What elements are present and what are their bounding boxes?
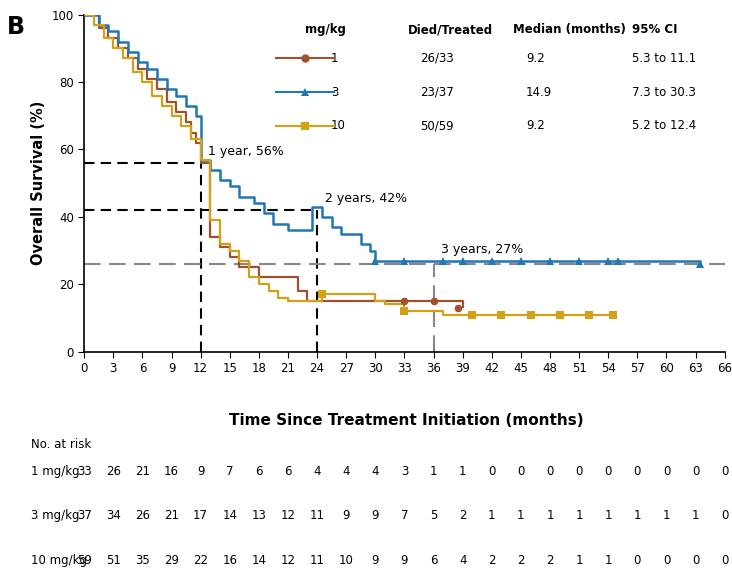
Text: 9.2: 9.2 — [526, 120, 545, 132]
Text: 50/59: 50/59 — [420, 120, 454, 132]
Text: 3: 3 — [331, 86, 338, 98]
Text: 7: 7 — [400, 509, 408, 523]
Text: 5: 5 — [430, 509, 437, 523]
Text: 4: 4 — [459, 554, 466, 567]
Text: 0: 0 — [692, 554, 699, 567]
Text: 11: 11 — [310, 509, 324, 523]
Text: 3 mg/kg: 3 mg/kg — [31, 509, 79, 523]
Text: 35: 35 — [135, 554, 150, 567]
Text: B: B — [7, 15, 26, 39]
Text: 9: 9 — [197, 465, 204, 478]
Text: 16: 16 — [223, 554, 237, 567]
Text: 1: 1 — [488, 509, 496, 523]
Text: 0: 0 — [692, 465, 699, 478]
Text: 1: 1 — [575, 509, 583, 523]
Text: 51: 51 — [106, 554, 121, 567]
Text: 1: 1 — [605, 554, 612, 567]
Text: 0: 0 — [575, 465, 583, 478]
Text: 0: 0 — [721, 554, 728, 567]
Text: 34: 34 — [106, 509, 121, 523]
Text: 1: 1 — [331, 52, 338, 65]
Text: 12: 12 — [280, 509, 296, 523]
Text: 1: 1 — [517, 509, 525, 523]
Y-axis label: Overall Survival (%): Overall Survival (%) — [31, 101, 46, 265]
Text: 14.9: 14.9 — [526, 86, 553, 98]
Text: 10: 10 — [331, 120, 346, 132]
Text: 1: 1 — [546, 509, 553, 523]
Text: 1: 1 — [575, 554, 583, 567]
Text: 5.2 to 12.4: 5.2 to 12.4 — [632, 120, 696, 132]
Text: Time Since Treatment Initiation (months): Time Since Treatment Initiation (months) — [229, 413, 583, 428]
Text: 6: 6 — [255, 465, 263, 478]
Text: 1 year, 56%: 1 year, 56% — [209, 145, 284, 158]
Text: 0: 0 — [721, 509, 728, 523]
Text: 9: 9 — [372, 554, 379, 567]
Text: 9: 9 — [372, 509, 379, 523]
Text: 26: 26 — [106, 465, 121, 478]
Text: 16: 16 — [164, 465, 179, 478]
Text: 11: 11 — [310, 554, 324, 567]
Text: 21: 21 — [164, 509, 179, 523]
Text: 26: 26 — [135, 509, 150, 523]
Text: 0: 0 — [605, 465, 612, 478]
Text: 33: 33 — [77, 465, 92, 478]
Text: 0: 0 — [662, 465, 670, 478]
Text: 37: 37 — [77, 509, 92, 523]
Text: Died/Treated: Died/Treated — [408, 23, 493, 36]
Text: 4: 4 — [372, 465, 379, 478]
Text: 4: 4 — [343, 465, 350, 478]
Text: 0: 0 — [634, 554, 641, 567]
Text: 2: 2 — [488, 554, 496, 567]
Text: 21: 21 — [135, 465, 150, 478]
Text: 13: 13 — [251, 509, 266, 523]
Text: 1: 1 — [459, 465, 466, 478]
Text: 0: 0 — [721, 465, 728, 478]
Text: 4: 4 — [313, 465, 321, 478]
Text: 10 mg/kg: 10 mg/kg — [31, 554, 87, 567]
Text: 2 years, 42%: 2 years, 42% — [325, 192, 407, 205]
Text: 1: 1 — [692, 509, 699, 523]
Text: 0: 0 — [634, 465, 641, 478]
Text: 6: 6 — [284, 465, 292, 478]
Text: 2: 2 — [546, 554, 553, 567]
Text: 0: 0 — [546, 465, 553, 478]
Text: 26/33: 26/33 — [420, 52, 454, 65]
Text: 0: 0 — [662, 554, 670, 567]
Text: 6: 6 — [430, 554, 437, 567]
Text: 9: 9 — [400, 554, 408, 567]
Text: mg/kg: mg/kg — [305, 23, 346, 36]
Text: 2: 2 — [517, 554, 525, 567]
Text: 22: 22 — [193, 554, 208, 567]
Text: 1 mg/kg: 1 mg/kg — [31, 465, 80, 478]
Text: 14: 14 — [223, 509, 237, 523]
Text: 10: 10 — [339, 554, 354, 567]
Text: 0: 0 — [518, 465, 525, 478]
Text: 1: 1 — [430, 465, 437, 478]
Text: 1: 1 — [634, 509, 641, 523]
Text: 2: 2 — [459, 509, 466, 523]
Text: 17: 17 — [193, 509, 208, 523]
Text: 12: 12 — [280, 554, 296, 567]
Text: 1: 1 — [662, 509, 671, 523]
Text: 23/37: 23/37 — [420, 86, 454, 98]
Text: 9.2: 9.2 — [526, 52, 545, 65]
Text: 59: 59 — [77, 554, 92, 567]
Text: 3: 3 — [400, 465, 408, 478]
Text: 1: 1 — [605, 509, 612, 523]
Text: No. at risk: No. at risk — [31, 438, 91, 451]
Text: 3 years, 27%: 3 years, 27% — [441, 243, 523, 255]
Text: 14: 14 — [251, 554, 266, 567]
Text: 0: 0 — [488, 465, 496, 478]
Text: 95% CI: 95% CI — [632, 23, 677, 36]
Text: 5.3 to 11.1: 5.3 to 11.1 — [632, 52, 696, 65]
Text: Median (months): Median (months) — [513, 23, 626, 36]
Text: 29: 29 — [164, 554, 179, 567]
Text: 9: 9 — [343, 509, 350, 523]
Text: 7.3 to 30.3: 7.3 to 30.3 — [632, 86, 695, 98]
Text: 7: 7 — [226, 465, 234, 478]
